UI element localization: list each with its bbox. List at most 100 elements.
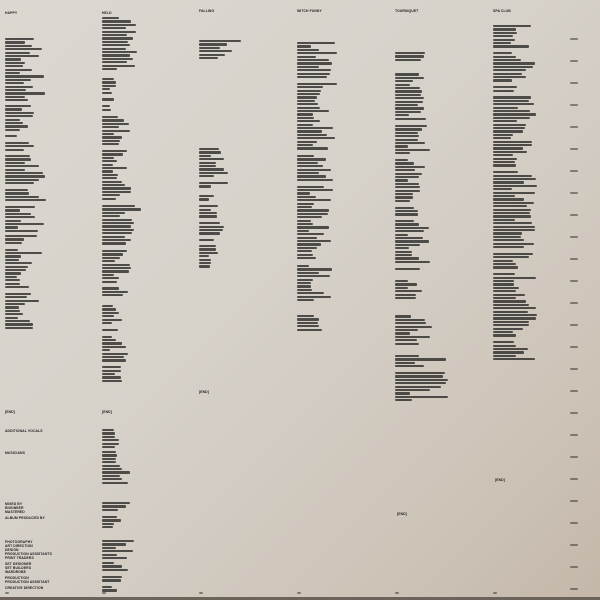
lyric-line <box>102 464 120 467</box>
lyric-line <box>102 280 117 283</box>
lyric-line <box>395 290 422 293</box>
lyric-line <box>102 129 130 132</box>
lyric-line <box>395 55 424 58</box>
lyric-line <box>395 76 425 79</box>
lyric-line <box>5 272 22 275</box>
lyric-line <box>493 201 534 204</box>
lyric-line <box>493 76 527 79</box>
lyric-line <box>395 395 448 398</box>
column-header-held: HELD <box>102 11 112 15</box>
lyric-line <box>5 206 35 209</box>
lyric-line <box>297 120 320 123</box>
lyric-line <box>493 307 537 310</box>
lyric-line <box>102 318 122 321</box>
lyric-line <box>297 116 314 119</box>
lyric-line <box>102 290 129 293</box>
lyric-line <box>102 143 119 146</box>
lyric-line <box>102 522 115 525</box>
lyric-line <box>102 328 119 331</box>
lyric-line <box>395 135 419 138</box>
lyric-line <box>102 454 117 457</box>
lyric-line <box>395 332 410 335</box>
lyric-line <box>297 161 318 164</box>
lyric-line <box>395 162 414 165</box>
lyric-line <box>102 44 130 47</box>
lyric-line <box>493 62 535 65</box>
lyric-line <box>297 328 322 331</box>
lyric-line <box>5 125 29 128</box>
lyric-line <box>395 152 410 155</box>
lyric-line <box>5 135 17 138</box>
lyric-line <box>102 47 126 50</box>
lyric-line <box>297 202 315 205</box>
lyric-line <box>5 72 21 75</box>
timestamp-mark <box>570 126 578 129</box>
lyric-line <box>395 182 419 185</box>
lyric-line <box>102 335 112 338</box>
lyric-line <box>5 269 26 272</box>
lyric-line <box>102 576 122 579</box>
credit-label: DESIGN <box>5 548 19 552</box>
lyric-line <box>395 297 416 300</box>
lyric-line <box>102 242 127 245</box>
lyric-line <box>102 177 117 180</box>
lyric-line <box>493 72 523 75</box>
lyric-line <box>395 104 419 107</box>
lyric-line <box>395 389 431 392</box>
lyric-line <box>493 133 514 136</box>
lyric-line <box>493 137 512 140</box>
lyric-line <box>297 321 319 324</box>
lyric-line <box>102 481 129 484</box>
lyric-line <box>102 550 134 553</box>
lyric-line <box>199 251 218 254</box>
lyric-line <box>493 208 532 211</box>
lyric-line <box>5 75 45 78</box>
timestamp-mark <box>570 368 578 371</box>
lyric-line <box>5 118 20 121</box>
lyric-line <box>493 79 512 82</box>
lyric-line <box>102 136 122 139</box>
lyric-line <box>297 86 324 89</box>
lyric-line <box>102 88 111 91</box>
lyric-line <box>395 280 408 283</box>
column-header-witch-funny: WITCH FUNNY <box>297 9 322 13</box>
lyric-line <box>297 158 327 161</box>
lyric-line <box>199 185 212 188</box>
lyric-line <box>102 197 117 200</box>
lyric-line <box>395 355 419 358</box>
lyric-line <box>5 192 29 195</box>
lyric-line <box>395 378 449 381</box>
lyric-line <box>5 89 27 92</box>
lyric-line <box>5 241 23 244</box>
lyric-line <box>102 156 115 159</box>
lyric-line <box>395 335 430 338</box>
timestamp-mark <box>570 280 578 283</box>
lyric-line <box>5 326 33 329</box>
lyric-line <box>199 161 216 164</box>
lyric-line <box>493 317 536 320</box>
lyric-line <box>395 286 409 289</box>
lyric-line <box>493 344 517 347</box>
lyric-line <box>5 219 21 222</box>
timestamp-mark <box>570 192 578 195</box>
lyric-line <box>297 82 337 85</box>
lyric-line <box>297 246 318 249</box>
lyric-line <box>493 69 527 72</box>
lyric-line <box>102 68 118 71</box>
credit-label: MUSICIANS <box>5 451 25 455</box>
lyric-line <box>493 273 515 276</box>
lyric-line <box>493 235 521 238</box>
lyric-line <box>493 222 532 225</box>
lyric-line <box>297 45 311 48</box>
timestamp-mark <box>570 148 578 151</box>
lyric-line <box>5 209 20 212</box>
lyric-line <box>493 314 537 317</box>
lyric-line <box>493 334 516 337</box>
end-marker: [END] <box>102 410 112 414</box>
lyric-line <box>297 185 325 188</box>
lyric-line <box>493 242 535 245</box>
lyric-line <box>297 172 319 175</box>
lyric-line <box>5 172 43 175</box>
lyric-line <box>493 252 533 255</box>
lyric-line <box>199 175 214 178</box>
